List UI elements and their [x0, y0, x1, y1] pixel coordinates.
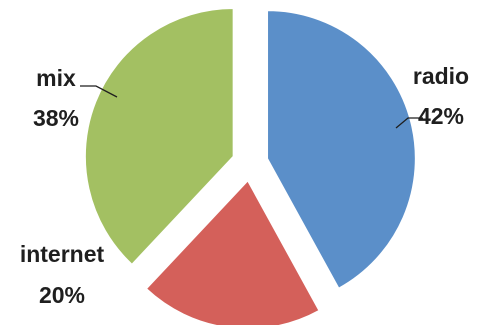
- slice-value-radio: 42%: [418, 103, 464, 129]
- slice-label-internet: internet: [20, 241, 105, 267]
- pie-slice-internet: [145, 179, 320, 325]
- pie-slice-radio: [266, 9, 417, 290]
- slice-value-internet: 20%: [39, 282, 85, 308]
- slice-label-mix: mix: [36, 65, 76, 91]
- leader-line-radio: [395, 117, 423, 129]
- pie-slice-mix: [84, 7, 234, 266]
- slice-value-mix: 38%: [33, 105, 79, 131]
- slice-label-radio: radio: [413, 63, 469, 89]
- pie-slices: [84, 7, 417, 325]
- leader-line-mix: [80, 85, 118, 98]
